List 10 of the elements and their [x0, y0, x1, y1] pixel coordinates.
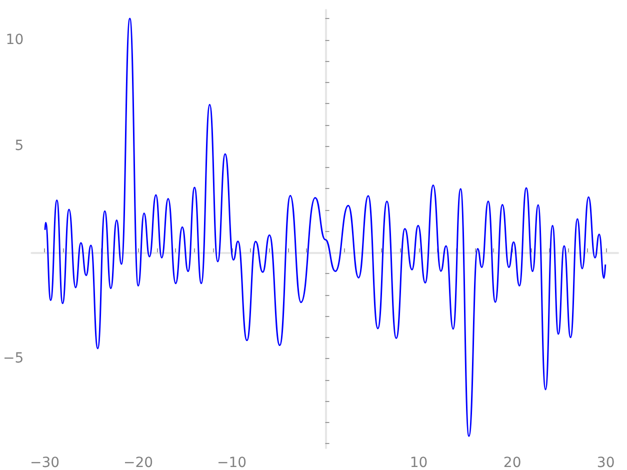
y-tick-label: −5 [2, 350, 24, 367]
y-tick-label: 5 [14, 138, 24, 154]
x-tick-label: −20 [123, 455, 154, 470]
x-tick-label: −30 [30, 455, 60, 470]
y-tick-label: 10 [6, 32, 24, 48]
x-tick-label: 20 [503, 455, 522, 470]
x-tick-label: −10 [216, 455, 247, 470]
line-series [44, 18, 606, 437]
x-tick-label: 30 [596, 455, 615, 470]
x-tick-label: 10 [410, 455, 428, 470]
